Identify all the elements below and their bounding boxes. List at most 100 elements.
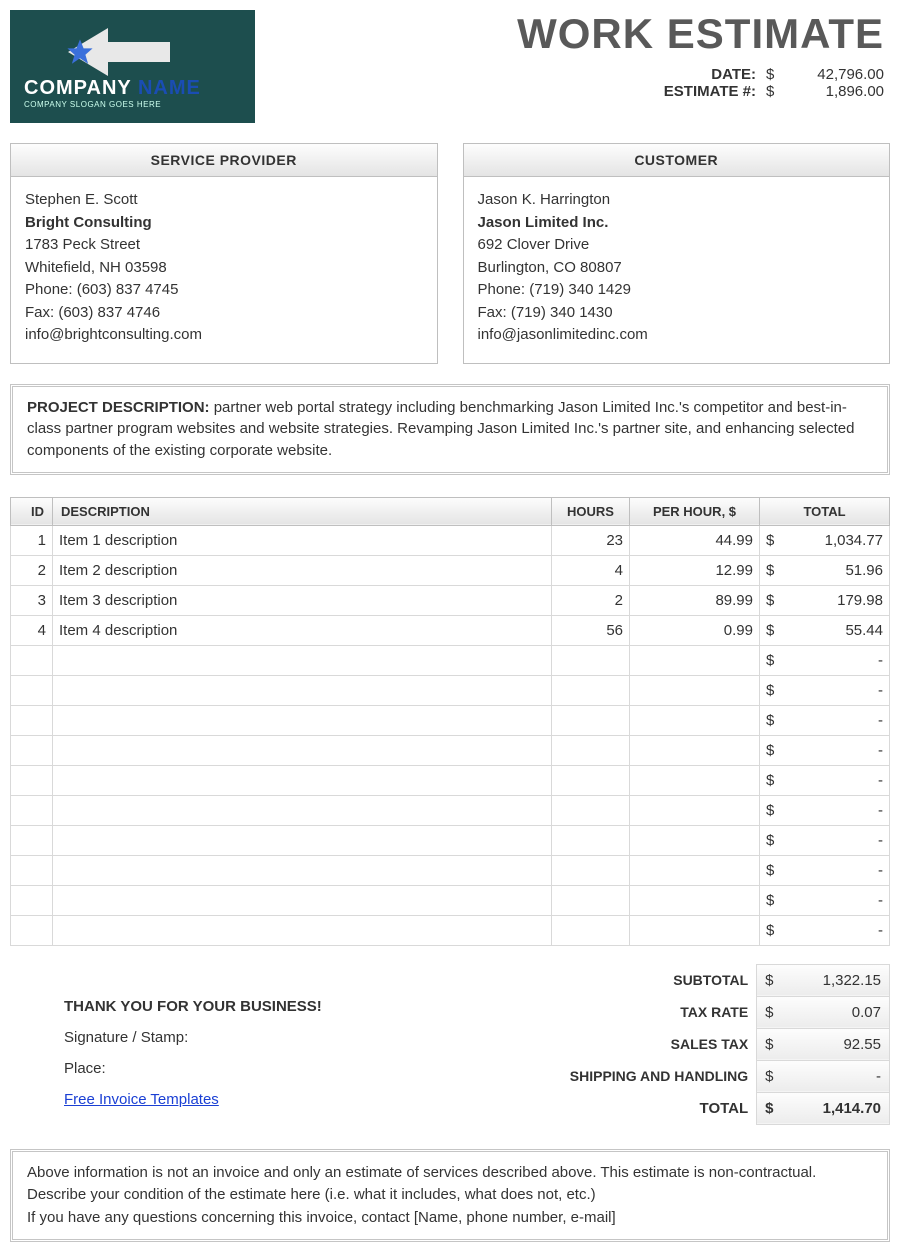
cell-currency: $	[760, 885, 782, 915]
logo-slogan: COMPANY SLOGAN GOES HERE	[24, 100, 201, 109]
cell-currency: $	[760, 615, 782, 645]
cell-id	[11, 645, 53, 675]
table-row-empty: $-	[11, 735, 890, 765]
templates-link[interactable]: Free Invoice Templates	[64, 1091, 219, 1108]
customer-phone: Phone: (719) 340 1429	[478, 279, 876, 302]
cell-total: -	[782, 675, 890, 705]
cell-id	[11, 675, 53, 705]
subtotal-currency: $	[757, 964, 782, 996]
provider-name: Stephen E. Scott	[25, 189, 423, 212]
cell-hours: 2	[552, 585, 630, 615]
cell-desc: Item 2 description	[53, 555, 552, 585]
subtotal-value: 1,322.15	[782, 964, 890, 996]
estimate-currency: $	[766, 83, 784, 100]
footer-line1: Above information is not an invoice and …	[27, 1162, 873, 1185]
customer-email: info@jasonlimitedinc.com	[478, 324, 876, 347]
cell-rate	[630, 705, 760, 735]
customer-box: CUSTOMER Jason K. Harrington Jason Limit…	[463, 143, 891, 364]
provider-phone: Phone: (603) 837 4745	[25, 279, 423, 302]
signature-label: Signature / Stamp:	[64, 1029, 517, 1046]
logo-company-word2: NAME	[138, 77, 201, 99]
ship-currency: $	[757, 1060, 782, 1092]
cell-rate	[630, 735, 760, 765]
table-row-empty: $-	[11, 825, 890, 855]
cell-rate	[630, 885, 760, 915]
cell-total: 1,034.77	[782, 525, 890, 555]
customer-city: Burlington, CO 80807	[478, 257, 876, 280]
provider-box: SERVICE PROVIDER Stephen E. Scott Bright…	[10, 143, 438, 364]
place-label: Place:	[64, 1060, 517, 1077]
cell-desc: Item 3 description	[53, 585, 552, 615]
provider-heading: SERVICE PROVIDER	[11, 144, 437, 177]
cell-id	[11, 915, 53, 945]
taxrate-value: 0.07	[782, 996, 890, 1028]
date-currency: $	[766, 66, 784, 83]
cell-id	[11, 765, 53, 795]
cell-desc	[53, 645, 552, 675]
cell-desc	[53, 705, 552, 735]
cell-hours	[552, 885, 630, 915]
provider-city: Whitefield, NH 03598	[25, 257, 423, 280]
page-title: WORK ESTIMATE	[517, 10, 884, 58]
th-desc: DESCRIPTION	[53, 497, 552, 525]
subtotal-label: SUBTOTAL	[517, 964, 757, 996]
cell-id	[11, 855, 53, 885]
cell-currency: $	[760, 675, 782, 705]
cell-currency: $	[760, 795, 782, 825]
cell-total: -	[782, 735, 890, 765]
logo-text: COMPANY NAME COMPANY SLOGAN GOES HERE	[24, 77, 201, 109]
cell-hours	[552, 795, 630, 825]
table-row: 4Item 4 description560.99$55.44	[11, 615, 890, 645]
cell-rate: 89.99	[630, 585, 760, 615]
salestax-label: SALES TAX	[517, 1028, 757, 1060]
party-info-row: SERVICE PROVIDER Stephen E. Scott Bright…	[10, 143, 890, 364]
cell-id: 3	[11, 585, 53, 615]
cell-total: -	[782, 645, 890, 675]
cell-desc	[53, 855, 552, 885]
estimate-value: 1,896.00	[794, 83, 884, 100]
logo-company-word1: COMPANY	[24, 77, 131, 99]
cell-desc	[53, 735, 552, 765]
provider-company: Bright Consulting	[25, 212, 423, 235]
ship-value: -	[782, 1060, 890, 1092]
table-row: 1Item 1 description2344.99$1,034.77	[11, 525, 890, 555]
cell-total: -	[782, 765, 890, 795]
cell-desc: Item 1 description	[53, 525, 552, 555]
cell-currency: $	[760, 915, 782, 945]
cell-currency: $	[760, 585, 782, 615]
cell-desc	[53, 675, 552, 705]
cell-currency: $	[760, 735, 782, 765]
customer-name: Jason K. Harrington	[478, 189, 876, 212]
totals-table: SUBTOTAL $ 1,322.15 TAX RATE $ 0.07 SALE…	[517, 964, 890, 1125]
cell-desc: Item 4 description	[53, 615, 552, 645]
cell-rate	[630, 645, 760, 675]
footer-line2: Describe your condition of the estimate …	[27, 1184, 873, 1207]
cell-desc	[53, 825, 552, 855]
table-row-empty: $-	[11, 705, 890, 735]
logo: COMPANY NAME COMPANY SLOGAN GOES HERE	[10, 10, 255, 123]
cell-hours	[552, 705, 630, 735]
th-id: ID	[11, 497, 53, 525]
provider-fax: Fax: (603) 837 4746	[25, 302, 423, 325]
table-row-empty: $-	[11, 645, 890, 675]
salestax-value: 92.55	[782, 1028, 890, 1060]
cell-id	[11, 825, 53, 855]
total-label: TOTAL	[517, 1092, 757, 1124]
cell-hours	[552, 645, 630, 675]
table-row: 2Item 2 description412.99$51.96	[11, 555, 890, 585]
cell-total: 55.44	[782, 615, 890, 645]
cell-desc	[53, 765, 552, 795]
salestax-currency: $	[757, 1028, 782, 1060]
table-row: 3Item 3 description289.99$179.98	[11, 585, 890, 615]
cell-currency: $	[760, 555, 782, 585]
cell-id: 2	[11, 555, 53, 585]
cell-desc	[53, 915, 552, 945]
customer-heading: CUSTOMER	[464, 144, 890, 177]
cell-hours	[552, 765, 630, 795]
cell-total: -	[782, 795, 890, 825]
cell-currency: $	[760, 705, 782, 735]
cell-desc	[53, 885, 552, 915]
cell-desc	[53, 795, 552, 825]
th-hours: HOURS	[552, 497, 630, 525]
cell-id: 1	[11, 525, 53, 555]
